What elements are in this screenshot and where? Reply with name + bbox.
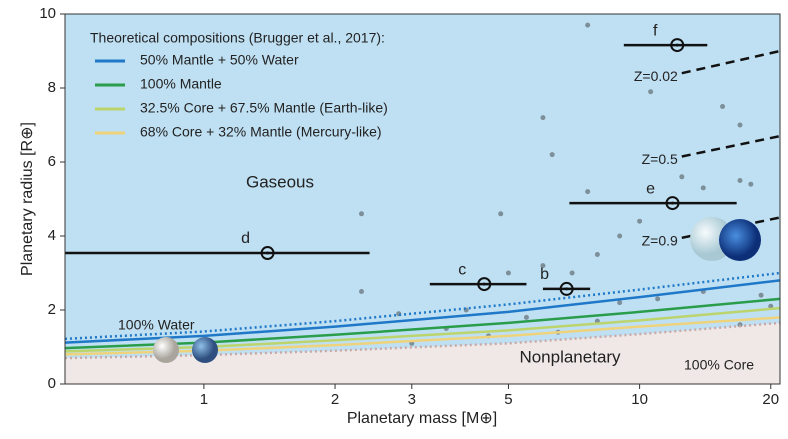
region-label: Nonplanetary (519, 347, 621, 366)
planet-point (648, 89, 653, 94)
x-tick-label: 5 (504, 391, 512, 408)
x-tick-label: 1 (200, 391, 208, 408)
planet-point (617, 234, 622, 239)
legend-label: 100% Mantle (140, 76, 222, 92)
planet-label: f (653, 22, 658, 39)
x-axis-label: Planetary mass [M⊕] (347, 410, 497, 427)
z-label: Z=0.9 (642, 233, 678, 249)
x-tick-label: 3 (408, 391, 416, 408)
y-tick-label: 10 (39, 5, 56, 22)
planet-point (524, 315, 529, 320)
planet-point (701, 185, 706, 190)
planet-point (585, 23, 590, 28)
legend-title: Theoretical compositions (Brugger et al.… (90, 30, 385, 46)
legend-label: 32.5% Core + 67.5% Mantle (Earth-like) (140, 100, 388, 116)
x-tick-label: 20 (762, 391, 779, 408)
region-label: Gaseous (246, 172, 314, 191)
planet-point (759, 293, 764, 298)
planet-point (585, 189, 590, 194)
x-tick-label: 2 (331, 391, 339, 408)
planet-point (498, 211, 503, 216)
planet-label: b (540, 266, 549, 283)
planet-center (676, 44, 679, 47)
planet-point (679, 174, 684, 179)
x-tick-label: 10 (631, 391, 648, 408)
planet-point (617, 300, 622, 305)
y-tick-label: 2 (48, 301, 56, 318)
y-axis-label: Planetary radius [R⊕] (19, 122, 36, 276)
z-label: Z=0.02 (634, 68, 678, 84)
y-tick-label: 0 (48, 375, 56, 392)
y-tick-label: 8 (48, 79, 56, 96)
planet-label: e (646, 180, 655, 197)
boundary-label: 100% Water (118, 317, 195, 333)
boundary-label: 100% Core (684, 357, 754, 373)
y-tick-label: 4 (48, 227, 56, 244)
planet-point (359, 211, 364, 216)
planet-point (570, 271, 575, 276)
planet-center (483, 283, 486, 286)
planet-point (748, 182, 753, 187)
planet-point (595, 252, 600, 257)
planet-center (671, 202, 674, 205)
planet-point (738, 123, 743, 128)
planet-point (738, 178, 743, 183)
planet-center (266, 252, 269, 255)
planet-label: d (241, 230, 250, 247)
legend-label: 50% Mantle + 50% Water (140, 52, 299, 68)
planet-point (637, 219, 642, 224)
planet-point (540, 115, 545, 120)
z-label: Z=0.5 (642, 151, 678, 167)
legend-label: 68% Core + 32% Mantle (Mercury-like) (140, 124, 382, 140)
chart: Planetary mass [M⊕] Planetary radius [R⊕… (0, 0, 788, 434)
y-tick-label: 6 (48, 153, 56, 170)
planet-center (565, 287, 568, 290)
planet-point (359, 289, 364, 294)
planet-point (720, 104, 725, 109)
planet-label: c (458, 261, 466, 278)
planet-point (550, 152, 555, 157)
planet-point (506, 271, 511, 276)
planet-point (655, 296, 660, 301)
